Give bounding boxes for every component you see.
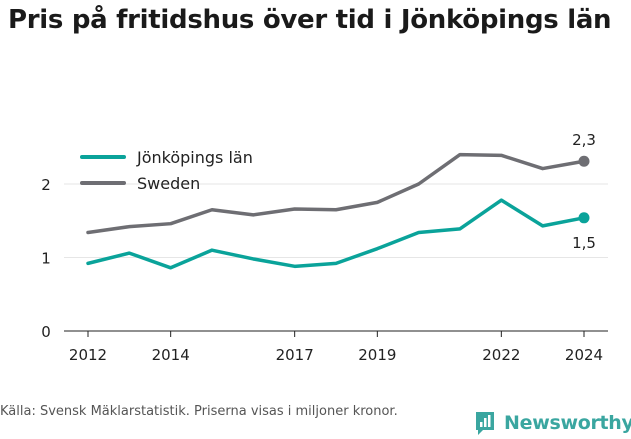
series-end-point-1 — [578, 155, 590, 167]
y-tick-label: 2 — [41, 176, 51, 194]
brand-logo[interactable]: Newsworthy — [474, 408, 631, 438]
x-tick-label: 2014 — [152, 346, 190, 364]
x-axis: 2012 2014 2017 2019 2022 2024 — [64, 330, 608, 364]
series-end-point-0 — [578, 212, 590, 224]
legend-label-0: Jönköpings län — [136, 148, 253, 167]
x-tick-label: 2022 — [482, 346, 520, 364]
series-end-label-1: 2,3 — [572, 131, 596, 149]
series-line-1 — [86, 152, 586, 235]
y-axis-labels: 0 1 2 — [41, 176, 51, 341]
series-lines: 1,5 2,3 — [86, 131, 596, 270]
series-line-0 — [86, 198, 586, 270]
page-title: Pris på fritidshus över tid i Jönköpings… — [8, 5, 612, 35]
legend-label-1: Sweden — [137, 174, 200, 193]
series-end-label-0: 1,5 — [572, 234, 596, 252]
brand-name: Newsworthy — [504, 412, 631, 434]
legend: Jönköpings län Sweden — [80, 148, 253, 193]
x-tick-label: 2019 — [358, 346, 396, 364]
source-note: Källa: Svensk Mäklarstatistik. Priserna … — [0, 404, 398, 419]
x-tick-label: 2012 — [69, 346, 107, 364]
grid-lines — [64, 183, 608, 258]
x-tick-label: 2024 — [565, 346, 603, 364]
x-tick-label: 2017 — [276, 346, 314, 364]
y-tick-label: 0 — [41, 323, 51, 341]
line-chart: 2012 2014 2017 2019 2022 2024 0 1 2 1,5 2,3 Jönk… — [41, 131, 608, 364]
newsworthy-logo-icon — [476, 412, 494, 435]
y-tick-label: 1 — [41, 250, 51, 268]
